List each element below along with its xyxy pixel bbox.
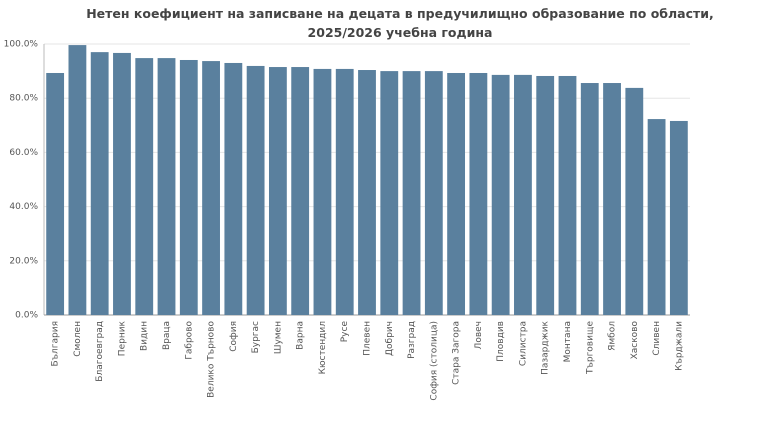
- y-tick-label: 0.0%: [15, 311, 38, 321]
- y-tick-label: 60.0%: [9, 148, 38, 158]
- bar: [580, 83, 599, 315]
- x-tick-label: Стара Загора: [452, 321, 462, 385]
- bar: [90, 52, 109, 315]
- bar: [224, 62, 243, 315]
- bar: [358, 70, 376, 316]
- y-tick-label: 100.0%: [4, 40, 39, 50]
- x-tick-label: Кюстендил: [318, 321, 328, 374]
- bar: [647, 119, 666, 315]
- bar: [268, 67, 287, 315]
- x-tick-label: Плевен: [363, 321, 373, 356]
- x-tick-label: Варна: [296, 321, 306, 350]
- x-tick-label: София: [229, 321, 239, 352]
- bar: [469, 72, 488, 315]
- x-tick-label: София (столица): [429, 321, 439, 401]
- x-tick-label: Разград: [407, 321, 417, 359]
- chart-title: Нетен коефициент на записване на децата …: [86, 6, 714, 40]
- bar: [113, 52, 131, 316]
- x-tick-label: Бургас: [251, 321, 261, 353]
- x-tick-label: Ямбол: [608, 321, 618, 351]
- x-tick-label: Габрово: [184, 321, 194, 360]
- bar: [335, 68, 354, 315]
- bar: [202, 61, 220, 315]
- x-tick-label: Хасково: [630, 321, 640, 360]
- y-tick-label: 20.0%: [9, 256, 38, 266]
- bar: [157, 58, 176, 315]
- x-tick-label: Шумен: [273, 321, 283, 354]
- x-tick-label: Ловеч: [474, 321, 484, 349]
- bar: [402, 71, 421, 315]
- x-tick-label: Перник: [117, 320, 127, 356]
- bar: [558, 75, 577, 315]
- x-tick-label: Пловдив: [496, 321, 506, 362]
- y-tick-label: 40.0%: [9, 202, 38, 212]
- x-tick-label: Благоевград: [95, 321, 105, 382]
- bar: [313, 68, 332, 315]
- x-tick-label: Силистра: [518, 321, 528, 366]
- bar: [135, 58, 154, 315]
- x-tick-label: Монтана: [563, 321, 573, 362]
- bar: [46, 72, 65, 315]
- x-tick-label: Видин: [140, 321, 150, 351]
- x-tick-label: Сливен: [652, 321, 662, 356]
- bar: [246, 65, 265, 316]
- bar: [514, 74, 532, 315]
- x-tick-label: Добрич: [385, 321, 395, 356]
- bar: [625, 87, 644, 315]
- x-tick-label: Русе: [340, 321, 350, 343]
- bar: [536, 75, 555, 315]
- bar: [491, 74, 510, 315]
- x-tick-label: Кърджали: [674, 321, 684, 371]
- bar: [68, 45, 87, 316]
- x-tick-label: Смолен: [73, 321, 83, 357]
- x-tick-label: Пазарджик: [541, 320, 551, 374]
- x-tick-label: Велико Търново: [207, 321, 217, 398]
- bar: [669, 120, 688, 316]
- x-tick-label: България: [51, 321, 61, 367]
- bar: [291, 67, 310, 315]
- y-tick-label: 80.0%: [9, 94, 38, 104]
- bar: [603, 83, 621, 315]
- bar: [380, 71, 399, 315]
- bar: [424, 71, 443, 315]
- bar: [447, 72, 466, 315]
- bar: [179, 59, 198, 315]
- x-tick-label: Търговище: [585, 321, 595, 375]
- x-tick-label: Враца: [162, 321, 172, 350]
